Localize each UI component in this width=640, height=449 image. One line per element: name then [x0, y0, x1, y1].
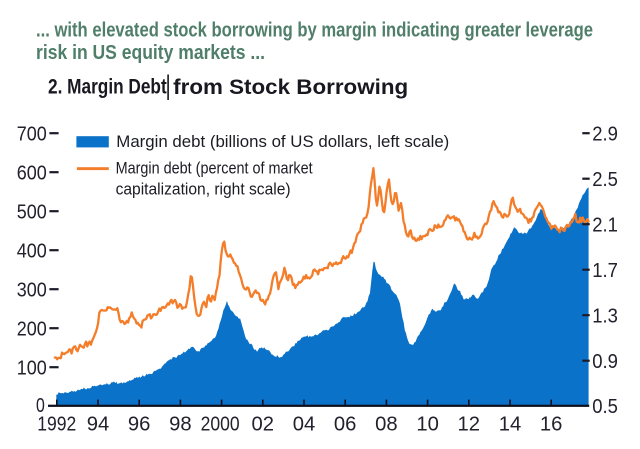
- svg-text:600: 600: [17, 163, 47, 185]
- svg-text:300: 300: [17, 280, 47, 302]
- svg-text:2.1: 2.1: [592, 215, 618, 237]
- svg-text:Margin debt (percent of market: Margin debt (percent of market: [116, 160, 313, 178]
- svg-text:08: 08: [375, 414, 398, 436]
- svg-text:200: 200: [17, 319, 47, 341]
- svg-text:0.9: 0.9: [592, 351, 618, 373]
- svg-text:500: 500: [17, 202, 47, 224]
- svg-text:from Stock Borrowing: from Stock Borrowing: [173, 74, 408, 99]
- svg-text:1.3: 1.3: [592, 306, 618, 328]
- svg-text:2.5: 2.5: [592, 169, 618, 191]
- svg-text:12: 12: [458, 414, 481, 436]
- svg-text:14: 14: [499, 414, 522, 436]
- svg-text:1992: 1992: [37, 414, 76, 436]
- svg-text:400: 400: [17, 241, 47, 263]
- svg-text:0: 0: [36, 395, 45, 417]
- svg-text:2.9: 2.9: [592, 124, 618, 146]
- svg-text:... with elevated stock borrow: ... with elevated stock borrowing by mar…: [36, 19, 593, 42]
- svg-text:2000: 2000: [201, 414, 240, 436]
- svg-text:06: 06: [334, 414, 357, 436]
- svg-text:700: 700: [17, 124, 47, 146]
- svg-text:16: 16: [540, 414, 563, 436]
- svg-text:0.5: 0.5: [592, 396, 618, 418]
- svg-text:02: 02: [252, 414, 275, 436]
- svg-text:04: 04: [293, 414, 316, 436]
- svg-text:98: 98: [169, 414, 192, 436]
- svg-text:capitalization, right scale): capitalization, right scale): [116, 180, 291, 198]
- svg-text:2. Margin Debt: 2. Margin Debt: [48, 76, 167, 99]
- svg-text:100: 100: [17, 358, 47, 380]
- svg-text:1.7: 1.7: [592, 260, 618, 282]
- svg-text:risk in US equity markets ...: risk in US equity markets ...: [36, 41, 265, 64]
- svg-text:Margin debt (billions of US do: Margin debt (billions of US dollars, lef…: [116, 133, 449, 151]
- svg-text:10: 10: [416, 414, 439, 436]
- svg-text:96: 96: [128, 414, 151, 436]
- svg-text:94: 94: [87, 414, 110, 436]
